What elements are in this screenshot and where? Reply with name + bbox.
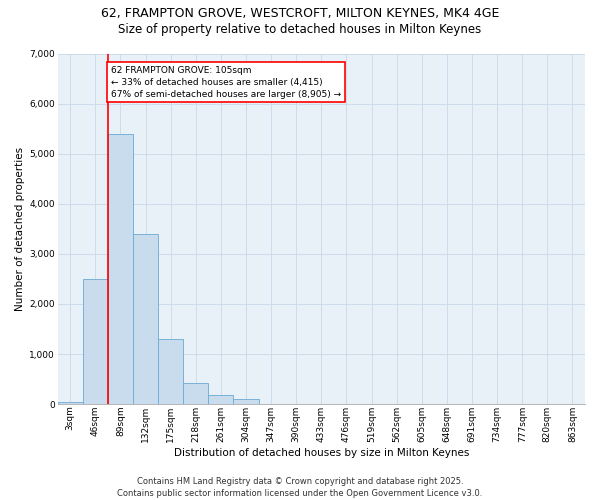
Bar (208, 396, 233, 404)
Text: Size of property relative to detached houses in Milton Keynes: Size of property relative to detached ho… (118, 22, 482, 36)
Bar (183, 383, 208, 404)
Text: Contains HM Land Registry data © Crown copyright and database right 2025.
Contai: Contains HM Land Registry data © Crown c… (118, 476, 482, 498)
Bar (108, 134, 133, 404)
Y-axis label: Number of detached properties: Number of detached properties (15, 147, 25, 311)
Bar (133, 234, 158, 404)
X-axis label: Distribution of detached houses by size in Milton Keynes: Distribution of detached houses by size … (173, 448, 469, 458)
Bar (83, 279, 108, 404)
Bar (233, 399, 259, 404)
Bar (158, 339, 183, 404)
Bar (58, 402, 83, 404)
Text: 62 FRAMPTON GROVE: 105sqm
← 33% of detached houses are smaller (4,415)
67% of se: 62 FRAMPTON GROVE: 105sqm ← 33% of detac… (111, 66, 341, 98)
Text: 62, FRAMPTON GROVE, WESTCROFT, MILTON KEYNES, MK4 4GE: 62, FRAMPTON GROVE, WESTCROFT, MILTON KE… (101, 8, 499, 20)
